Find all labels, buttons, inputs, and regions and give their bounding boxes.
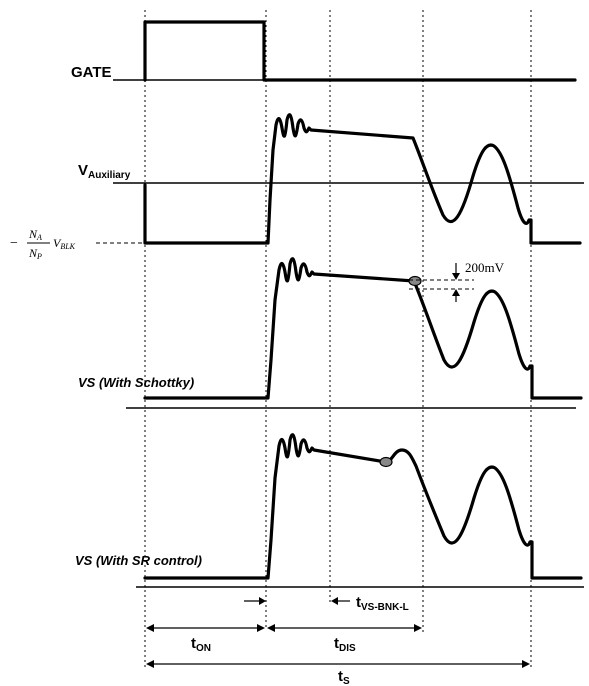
t-on-sub: ON bbox=[196, 643, 211, 654]
t-on-arrow-left bbox=[146, 624, 154, 632]
formula-denominator: NP bbox=[28, 246, 42, 261]
vaux-waveform: VAuxiliary − NA NP VBLK bbox=[10, 113, 584, 261]
vblk-formula: − NA NP VBLK bbox=[10, 227, 76, 261]
t-s-arrow-left bbox=[146, 660, 154, 668]
gate-off-pointer-head bbox=[259, 597, 266, 605]
threshold-arrow-down-head bbox=[452, 273, 460, 280]
gate-pulse bbox=[143, 20, 577, 82]
timing-dimensions: tVS-BNK-L tON tDIS tS bbox=[146, 594, 530, 686]
t-on-main: t bbox=[191, 635, 196, 652]
vs-sr-waveform: VS (With SR control) bbox=[75, 433, 584, 588]
formula-numerator: NA bbox=[28, 227, 42, 242]
t-dis-arrow-right bbox=[414, 624, 422, 632]
vaux-label-main: V bbox=[78, 162, 88, 179]
vs-schottky-waveform: VS (With Schottky) 200mV bbox=[78, 257, 583, 409]
t-on-label: tON bbox=[191, 635, 211, 654]
formula-minus: − bbox=[10, 236, 18, 251]
time-markers bbox=[144, 10, 532, 668]
t-vs-bnk-sub: VS-BNK-L bbox=[361, 602, 409, 613]
vs-sr-label: VS (With SR control) bbox=[75, 553, 202, 568]
threshold-arrow-up-head bbox=[452, 289, 460, 296]
t-s-arrow-right bbox=[522, 660, 530, 668]
gate-waveform: GATE bbox=[71, 20, 577, 82]
t-s-label: tS bbox=[338, 668, 350, 686]
gate-label: GATE bbox=[71, 64, 112, 81]
threshold-annotation: 200mV bbox=[409, 260, 505, 302]
formula-vblk: VBLK bbox=[53, 236, 76, 251]
t-dis-main: t bbox=[334, 635, 339, 652]
t-vs-bnk-label: tVS-BNK-L bbox=[356, 594, 409, 613]
t-vs-bnk-main: t bbox=[356, 594, 361, 611]
vaux-label: VAuxiliary bbox=[78, 162, 131, 181]
t-vs-bnk-arrow-head bbox=[331, 597, 338, 605]
t-on-arrow-right bbox=[257, 624, 265, 632]
t-dis-arrow-left bbox=[267, 624, 275, 632]
vs-sr-trace bbox=[143, 433, 583, 580]
formula-num-main: N bbox=[28, 227, 38, 241]
t-s-main: t bbox=[338, 668, 343, 685]
formula-v-main: V bbox=[53, 236, 62, 250]
vaux-label-sub: Auxiliary bbox=[88, 170, 131, 181]
threshold-label: 200mV bbox=[465, 260, 505, 275]
vs-sr-knee-dot bbox=[379, 456, 393, 468]
t-s-sub: S bbox=[343, 676, 350, 686]
formula-den-main: N bbox=[28, 246, 38, 260]
vaux-trace bbox=[143, 113, 582, 245]
vs-schottky-trace bbox=[143, 257, 583, 400]
formula-v-sub: BLK bbox=[60, 242, 75, 251]
t-dis-label: tDIS bbox=[334, 635, 356, 654]
formula-den-sub: P bbox=[36, 252, 42, 261]
t-dis-sub: DIS bbox=[339, 643, 356, 654]
formula-num-sub: A bbox=[36, 233, 42, 242]
vs-schottky-knee-dot bbox=[408, 275, 422, 287]
vs-schottky-label: VS (With Schottky) bbox=[78, 375, 194, 390]
